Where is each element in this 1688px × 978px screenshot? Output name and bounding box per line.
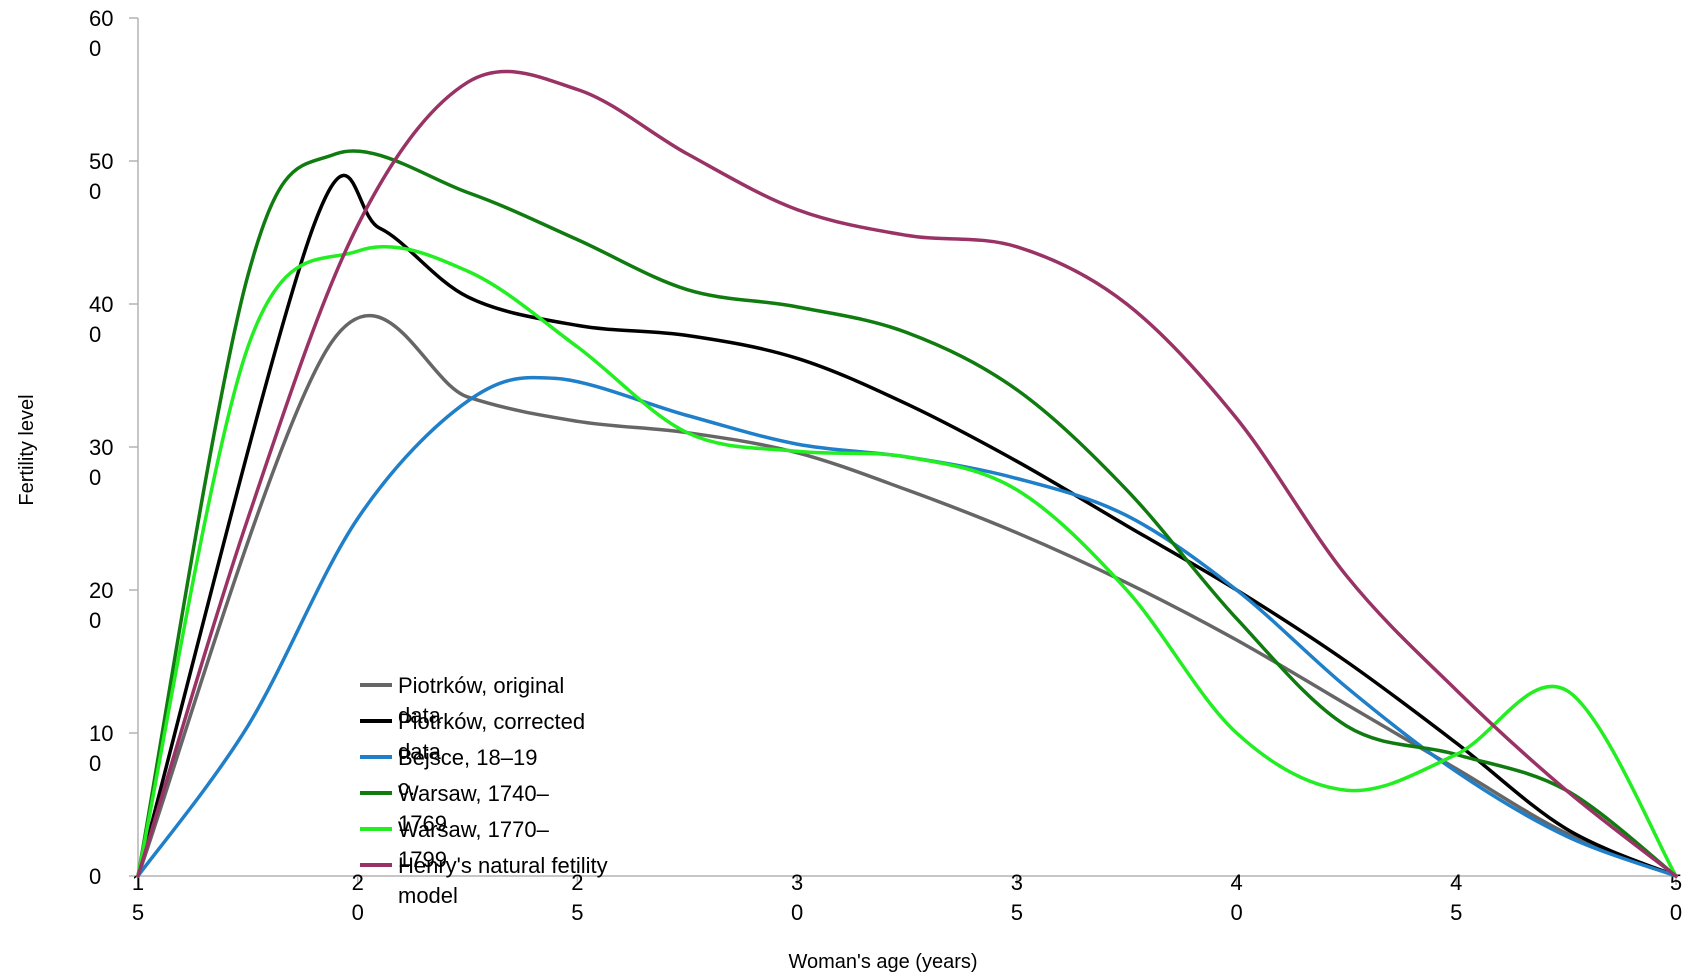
x-tick-label-line1: 1 bbox=[132, 870, 144, 895]
x-tick-label-line2: 5 bbox=[1011, 900, 1023, 925]
y-tick-label: 50 0 bbox=[89, 149, 113, 204]
x-ticks: 1 52 02 53 03 54 04 55 0 bbox=[132, 870, 1682, 925]
y-tick-label-line2: 0 bbox=[89, 179, 101, 204]
legend-entry-4: Warsaw, 1740– 1769 bbox=[398, 781, 550, 836]
series-line-5 bbox=[136, 244, 1678, 878]
y-tick-label: 60 0 bbox=[89, 6, 113, 61]
y-tick-label-line2: 0 bbox=[89, 751, 101, 776]
axes bbox=[137, 18, 1676, 877]
y-tick-label-line1: 0 bbox=[89, 864, 101, 889]
legend-entry-1: Piotrków, original data bbox=[398, 673, 564, 728]
legend-entry-line: Piotrków, original bbox=[398, 673, 564, 698]
y-ticks: 010 020 030 040 050 060 0 bbox=[89, 6, 138, 889]
x-tick-label-line1: 4 bbox=[1450, 870, 1462, 895]
legend-entry-line: 1769 bbox=[398, 811, 447, 836]
x-tick-label-line1: 2 bbox=[352, 870, 364, 895]
x-tick-label-line1: 4 bbox=[1230, 870, 1242, 895]
series-layer bbox=[136, 69, 1678, 878]
y-tick-label-line1: 20 bbox=[89, 578, 113, 603]
y-tick-label: 20 0 bbox=[89, 578, 113, 633]
x-tick-label-line2: 5 bbox=[571, 900, 583, 925]
y-tick-label-line2: 0 bbox=[89, 608, 101, 633]
legend-entry-line: data bbox=[398, 703, 442, 728]
x-tick-label-line2: 0 bbox=[1230, 900, 1242, 925]
legend-entry-5: Warsaw, 1770– 1799 bbox=[398, 817, 550, 872]
y-tick-label: 0 bbox=[89, 864, 101, 889]
legend-entry-line: 1799 bbox=[398, 847, 447, 872]
y-tick-label: 40 0 bbox=[89, 292, 113, 347]
y-tick-label-line2: 0 bbox=[89, 36, 101, 61]
y-tick-label-line2: 0 bbox=[89, 322, 101, 347]
legend-entry-2: Piotrków, corrected data bbox=[398, 709, 585, 764]
x-tick-label-line2: 5 bbox=[1450, 900, 1462, 925]
x-axis-label: Woman's age (years) bbox=[788, 951, 977, 973]
legend-entry-line: Henry's natural fetility bbox=[398, 853, 608, 878]
legend-entry-line: c. bbox=[398, 775, 415, 800]
y-tick-label-line1: 40 bbox=[89, 292, 113, 317]
y-tick-label-line1: 50 bbox=[89, 149, 113, 174]
x-tick-label-line2: 0 bbox=[791, 900, 803, 925]
legend-entry-line: Warsaw, 1740– bbox=[398, 781, 550, 806]
y-tick-label: 30 0 bbox=[89, 435, 113, 490]
legend-entry-line: Piotrków, corrected bbox=[398, 709, 585, 734]
x-tick-label-line1: 3 bbox=[791, 870, 803, 895]
legend-entry-line: Bejsce, 18–19 bbox=[398, 745, 537, 770]
legend-entry-6: Henry's natural fetility model bbox=[398, 853, 608, 908]
series-line-6 bbox=[136, 69, 1678, 878]
x-tick-label-line1: 2 bbox=[571, 870, 583, 895]
legend-entry-3: Bejsce, 18–19 c. bbox=[398, 745, 537, 800]
x-tick-label-line2: 0 bbox=[352, 900, 364, 925]
series-line-3 bbox=[136, 375, 1678, 878]
legend-entry-line: data bbox=[398, 739, 442, 764]
y-tick-label: 10 0 bbox=[89, 721, 113, 776]
x-tick-label-line2: 0 bbox=[1670, 900, 1682, 925]
x-tick-label-line2: 5 bbox=[132, 900, 144, 925]
y-axis-label: Fertility level bbox=[16, 394, 38, 505]
y-tick-label-line1: 30 bbox=[89, 435, 113, 460]
legend-entry-line: Warsaw, 1770– bbox=[398, 817, 550, 842]
series-line-2 bbox=[136, 173, 1678, 878]
x-tick-label-line1: 3 bbox=[1011, 870, 1023, 895]
y-tick-label-line1: 10 bbox=[89, 721, 113, 746]
y-tick-label-line1: 60 bbox=[89, 6, 113, 31]
y-tick-label-line2: 0 bbox=[89, 465, 101, 490]
series-line-4 bbox=[136, 149, 1678, 878]
legend-entry-line: model bbox=[398, 883, 458, 908]
